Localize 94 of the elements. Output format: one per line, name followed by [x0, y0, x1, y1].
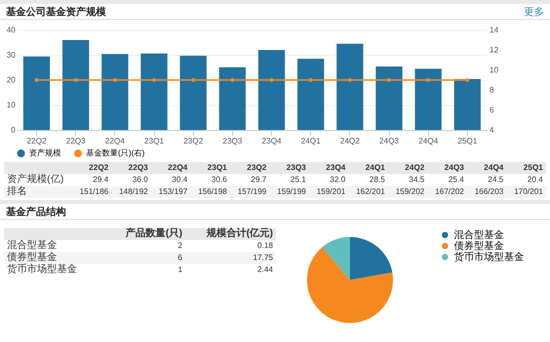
bar — [140, 54, 168, 130]
y-tick-label: 0 — [11, 126, 16, 134]
bar — [414, 68, 442, 130]
data-label: 28.5 — [368, 174, 386, 186]
text: 167/202 — [434, 186, 465, 198]
x-tick-label: 24Q4 — [418, 136, 439, 146]
category-label: 债券型基金 — [6, 252, 58, 264]
y2-tick-label: 10 — [490, 66, 499, 74]
text: 排名 — [6, 186, 28, 198]
text: 148/192 — [118, 186, 149, 198]
x-tick-label: 22Q2 — [26, 136, 47, 146]
x-tick-label: 24Q1 — [300, 136, 322, 146]
x-tick-label: 24Q2 — [340, 136, 360, 146]
bar — [258, 50, 285, 130]
data-label: 25.1 — [289, 174, 307, 186]
legend-label: 混合型基金 — [454, 229, 504, 241]
category-label: 22Q4 — [166, 162, 188, 174]
data-label: 1 — [176, 264, 184, 276]
y2-tick-label: 6 — [490, 106, 494, 114]
text: 162/201 — [355, 186, 386, 198]
text: 170/201 — [513, 186, 544, 198]
x-tick-label: 25Q1 — [458, 136, 478, 146]
y2-tick-label: 12 — [490, 46, 499, 54]
legend-label: 资产规模 — [29, 148, 61, 158]
y2-tick-label: 14 — [490, 26, 499, 34]
bar — [62, 40, 90, 130]
text: 159/202 — [394, 186, 426, 198]
y2-tick-label: 4 — [490, 126, 494, 134]
text: 159/201 — [316, 186, 346, 198]
y-tick-label: 10 — [6, 100, 16, 110]
category-label: 24Q4 — [482, 162, 504, 174]
x-tick-label: 23Q4 — [262, 136, 282, 146]
data-label: 36.0 — [131, 174, 149, 186]
data-label: 2.44 — [256, 264, 274, 276]
series-label: 产品数量(只) — [124, 228, 184, 240]
bar — [23, 56, 50, 130]
bar — [180, 56, 207, 130]
bar — [336, 44, 364, 130]
x-tick-label: 22Q3 — [66, 136, 86, 146]
legend-label: 基金数量(只)(右) — [86, 148, 145, 158]
category-label: 23Q4 — [324, 162, 346, 174]
text: 基金产品结构 — [6, 207, 66, 219]
x-tick-label: 22Q4 — [105, 136, 126, 146]
category-label: 25Q1 — [522, 162, 544, 174]
y-tick-label: 20 — [6, 76, 16, 84]
text: 156/198 — [197, 186, 228, 198]
bar — [454, 79, 481, 130]
category-label: 23Q2 — [246, 162, 268, 174]
category-label: 23Q3 — [285, 162, 307, 174]
category-label: 24Q2 — [404, 162, 426, 174]
category-label: 混合型基金 — [6, 240, 58, 252]
data-label: 25.4 — [447, 174, 465, 186]
text: 更多 — [524, 7, 544, 19]
y2-tick-label: 8 — [490, 86, 494, 94]
text: 166/203 — [474, 186, 504, 198]
x-tick-label: 23Q3 — [222, 136, 243, 146]
bar — [102, 54, 128, 130]
category-label: 24Q1 — [364, 162, 386, 174]
text: 159/199 — [276, 186, 307, 198]
data-label: 20.4 — [526, 174, 544, 186]
text: 157/199 — [236, 186, 268, 198]
bar — [376, 66, 402, 130]
bar — [297, 58, 324, 130]
data-label: 30.4 — [170, 174, 188, 186]
data-label: 29.7 — [250, 174, 268, 186]
text: 资产规模(亿) — [6, 174, 65, 186]
category-label: 货币市场型基金 — [6, 264, 78, 276]
data-label: 29.4 — [92, 174, 110, 186]
pie-slice — [350, 237, 392, 280]
text: 153/197 — [158, 186, 188, 198]
data-label: 30.6 — [210, 174, 228, 186]
pie-slice — [307, 247, 393, 323]
y-tick-label: 40 — [6, 26, 16, 34]
data-label: 34.5 — [408, 174, 426, 186]
legend-label: 债券型基金 — [454, 240, 504, 252]
bar — [219, 67, 246, 130]
legend-label: 货币市场型基金 — [454, 251, 524, 263]
data-label: 2 — [176, 240, 184, 252]
category-label: 23Q1 — [206, 162, 228, 174]
data-label: 0.18 — [256, 240, 274, 252]
text: 151/186 — [78, 186, 110, 198]
y-tick-label: 30 — [6, 50, 16, 60]
chart-title: 基金公司基金资产规模 — [6, 7, 106, 19]
data-label: 17.75 — [252, 252, 274, 264]
x-tick-label: 23Q2 — [183, 136, 204, 146]
data-label: 32.0 — [328, 174, 346, 186]
x-tick-label: 24Q3 — [379, 136, 400, 146]
category-label: 22Q2 — [88, 162, 110, 174]
data-label: 24.5 — [486, 174, 504, 186]
data-label: 6 — [176, 252, 184, 264]
category-label: 22Q3 — [127, 162, 149, 174]
category-label: 24Q3 — [443, 162, 465, 174]
x-tick-label: 23Q1 — [144, 136, 164, 146]
pie-slice — [322, 237, 350, 280]
